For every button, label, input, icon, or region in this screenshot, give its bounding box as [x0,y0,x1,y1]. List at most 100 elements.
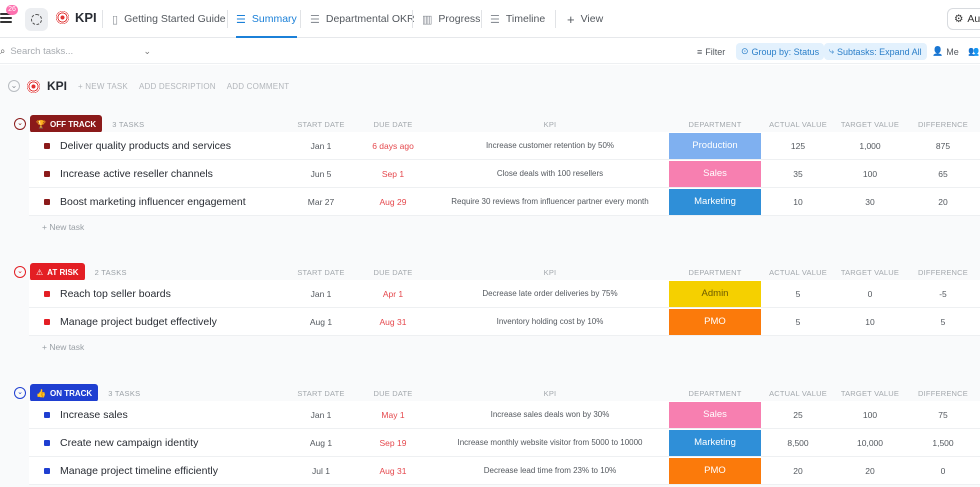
cell-actual[interactable]: 35 [793,169,803,179]
column-header-start-date[interactable]: START DATE [297,268,345,277]
task-name[interactable]: Increase active reseller channels [60,168,213,180]
cell-start[interactable]: Aug 1 [309,317,333,327]
task-name[interactable]: Create new campaign identity [60,437,199,449]
column-header-kpi[interactable]: KPI [543,389,557,398]
cell-kpi[interactable]: Decrease late order deliveries by 75% [482,289,618,298]
add-view-button[interactable]: + View [567,0,603,38]
cell-due[interactable]: Aug 31 [379,466,407,476]
automation-button[interactable]: ⚙ Au [947,8,980,30]
cell-actual[interactable]: 10 [793,197,803,207]
cell-actual[interactable]: 5 [795,317,801,327]
collapse-group-icon[interactable]: ⌄ [14,118,26,130]
status-dot[interactable] [44,468,50,474]
cell-difference[interactable]: 875 [935,141,951,151]
department-tag[interactable]: Marketing [669,189,761,215]
cell-target[interactable]: 100 [862,410,878,420]
task-name[interactable]: Deliver quality products and services [60,140,231,152]
cell-start[interactable]: Jan 1 [310,410,332,420]
search-input[interactable]: ⌕ Search tasks... ⌄ [0,43,155,59]
column-header-kpi[interactable]: KPI [543,120,557,129]
notification-badge[interactable]: 26 [6,5,18,15]
subtasks-button[interactable]: ⤷ Subtasks: Expand All [824,43,927,60]
column-header-department[interactable]: DEPARTMENT [688,120,742,129]
cell-difference[interactable]: 20 [938,197,948,207]
cell-due[interactable]: May 1 [381,410,405,420]
assignees-button[interactable]: 👥 [963,43,980,60]
add-comment-button[interactable]: ADD COMMENT [226,81,290,91]
column-header-start-date[interactable]: START DATE [297,389,345,398]
cell-difference[interactable]: 75 [938,410,948,420]
filter-button[interactable]: ≡ Filter [692,43,730,60]
list-title[interactable]: KPI [56,10,97,25]
task-name[interactable]: Manage project budget effectively [60,316,217,328]
column-header-actual-value[interactable]: ACTUAL VALUE [769,120,827,129]
department-tag[interactable]: PMO [669,309,761,335]
cell-actual[interactable]: 25 [793,410,803,420]
column-header-department[interactable]: DEPARTMENT [688,268,742,277]
cell-due[interactable]: Apr 1 [382,289,404,299]
table-row[interactable]: Increase sales Jan 1 May 1 Increase sales d… [29,401,980,429]
status-dot[interactable] [44,143,50,149]
column-header-department[interactable]: DEPARTMENT [688,389,742,398]
table-row[interactable]: Create new campaign identity Aug 1 Sep 19 I… [29,429,980,457]
cell-kpi[interactable]: Increase customer retention by 50% [485,141,615,150]
column-header-difference[interactable]: DIFFERENCE [918,268,968,277]
status-dot[interactable] [44,171,50,177]
cell-actual[interactable]: 20 [793,466,803,476]
cell-difference[interactable]: -5 [939,289,947,299]
cell-target[interactable]: 20 [865,466,875,476]
cell-kpi[interactable]: Require 30 reviews from influencer partn… [451,197,649,206]
status-dot[interactable] [44,440,50,446]
cell-difference[interactable]: 65 [938,169,948,179]
cell-difference[interactable]: 0 [940,466,946,476]
task-name[interactable]: Increase sales [60,409,128,421]
status-badge[interactable]: 🏆 OFF TRACK [30,115,103,133]
add-description-button[interactable]: ADD DESCRIPTION [138,81,216,91]
tab-timeline[interactable]: ☰ Timeline [490,0,545,38]
cell-due[interactable]: Sep 1 [381,169,405,179]
cell-target[interactable]: 10 [865,317,875,327]
status-dot[interactable] [44,199,50,205]
status-badge[interactable]: ⚠ AT RISK [30,263,85,281]
table-row[interactable]: Boost marketing influencer engagement Mar… [29,188,980,216]
department-tag[interactable]: Sales [669,402,761,428]
cell-actual[interactable]: 125 [790,141,806,151]
tab-summary[interactable]: ☰ Summary [236,0,297,38]
collapse-all-icon[interactable]: ⌄ [8,80,20,92]
department-tag[interactable]: Admin [669,281,761,307]
cell-actual[interactable]: 8,500 [787,438,809,448]
table-row[interactable]: Manage project timeline efficiently Jul 1… [29,457,980,485]
cell-difference[interactable]: 5 [940,317,946,327]
column-header-actual-value[interactable]: ACTUAL VALUE [769,389,827,398]
column-header-difference[interactable]: DIFFERENCE [918,389,968,398]
tab-progress[interactable]: ▥ Progress [422,0,480,38]
cell-target[interactable]: 1,000 [859,141,881,151]
tab-departmental-okr[interactable]: ☰ Departmental OKR [310,0,415,38]
cell-start[interactable]: Jan 1 [310,141,332,151]
me-button[interactable]: 👤 Me [927,43,964,60]
task-name[interactable]: Manage project timeline efficiently [60,465,218,477]
table-row[interactable]: Manage project budget effectively Aug 1 Au… [29,308,980,336]
column-header-difference[interactable]: DIFFERENCE [918,120,968,129]
cell-target[interactable]: 100 [862,169,878,179]
collapse-group-icon[interactable]: ⌄ [14,266,26,278]
cell-kpi[interactable]: Increase sales deals won by 30% [490,410,610,419]
column-header-target-value[interactable]: TARGET VALUE [840,268,900,277]
cell-kpi[interactable]: Inventory holding cost by 10% [496,317,604,326]
new-task-button[interactable]: + NEW TASK [78,81,128,91]
cell-due[interactable]: Aug 29 [379,197,407,207]
column-header-kpi[interactable]: KPI [543,268,557,277]
column-header-due-date[interactable]: DUE DATE [373,389,413,398]
column-header-actual-value[interactable]: ACTUAL VALUE [769,268,827,277]
cell-start[interactable]: Mar 27 [307,197,335,207]
status-dot[interactable] [44,319,50,325]
cell-start[interactable]: Jul 1 [312,466,330,476]
group-by-button[interactable]: ⊙ Group by: Status [736,43,825,60]
tab-getting-started-guide[interactable]: ▯ Getting Started Guide [112,0,226,38]
cell-start[interactable]: Jun 5 [310,169,332,179]
table-row[interactable]: Increase active reseller channels Jun 5 Se… [29,160,980,188]
cell-actual[interactable]: 5 [795,289,801,299]
cell-difference[interactable]: 1,500 [932,438,954,448]
table-row[interactable]: Reach top seller boards Jan 1 Apr 1 Decreas… [29,280,980,308]
cell-kpi[interactable]: Increase monthly website visitor from 50… [457,438,643,447]
